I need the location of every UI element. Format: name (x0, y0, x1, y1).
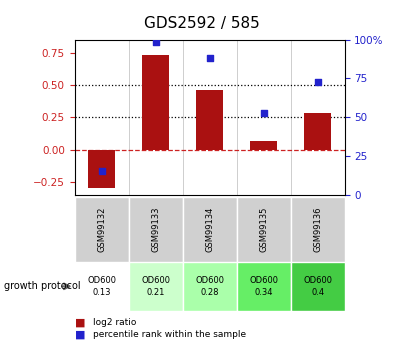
Bar (291, 197, 345, 262)
Text: ■: ■ (75, 330, 85, 339)
Bar (142, 55, 169, 150)
Bar (304, 114, 331, 150)
Text: OD600
0.21: OD600 0.21 (141, 276, 170, 297)
Bar (183, 197, 237, 262)
Text: GSM99132: GSM99132 (97, 207, 106, 252)
Text: OD600
0.28: OD600 0.28 (195, 276, 224, 297)
Point (314, 79, 321, 85)
Bar (237, 197, 291, 262)
Text: OD600
0.34: OD600 0.34 (249, 276, 278, 297)
Text: OD600
0.13: OD600 0.13 (87, 276, 116, 297)
Bar (129, 197, 183, 262)
Text: growth protocol: growth protocol (4, 282, 81, 291)
Bar (237, 262, 291, 310)
Text: percentile rank within the sample: percentile rank within the sample (93, 330, 246, 339)
Bar (75, 197, 129, 262)
Bar (75, 262, 129, 310)
Text: GSM99136: GSM99136 (313, 207, 322, 252)
Text: GSM99133: GSM99133 (151, 207, 160, 252)
Text: log2 ratio: log2 ratio (93, 318, 136, 327)
Bar (129, 262, 183, 310)
Point (206, 56, 213, 61)
Text: GSM99135: GSM99135 (259, 207, 268, 252)
Text: GSM99134: GSM99134 (205, 207, 214, 252)
Point (152, 39, 159, 45)
Bar (183, 262, 237, 310)
Point (98, 168, 105, 174)
Text: OD600
0.4: OD600 0.4 (303, 276, 332, 297)
Bar (196, 90, 223, 150)
Bar (291, 262, 345, 310)
Bar (250, 141, 277, 150)
Text: ■: ■ (75, 318, 85, 327)
Point (260, 110, 267, 115)
Text: GDS2592 / 585: GDS2592 / 585 (143, 16, 260, 30)
Bar (88, 150, 115, 188)
